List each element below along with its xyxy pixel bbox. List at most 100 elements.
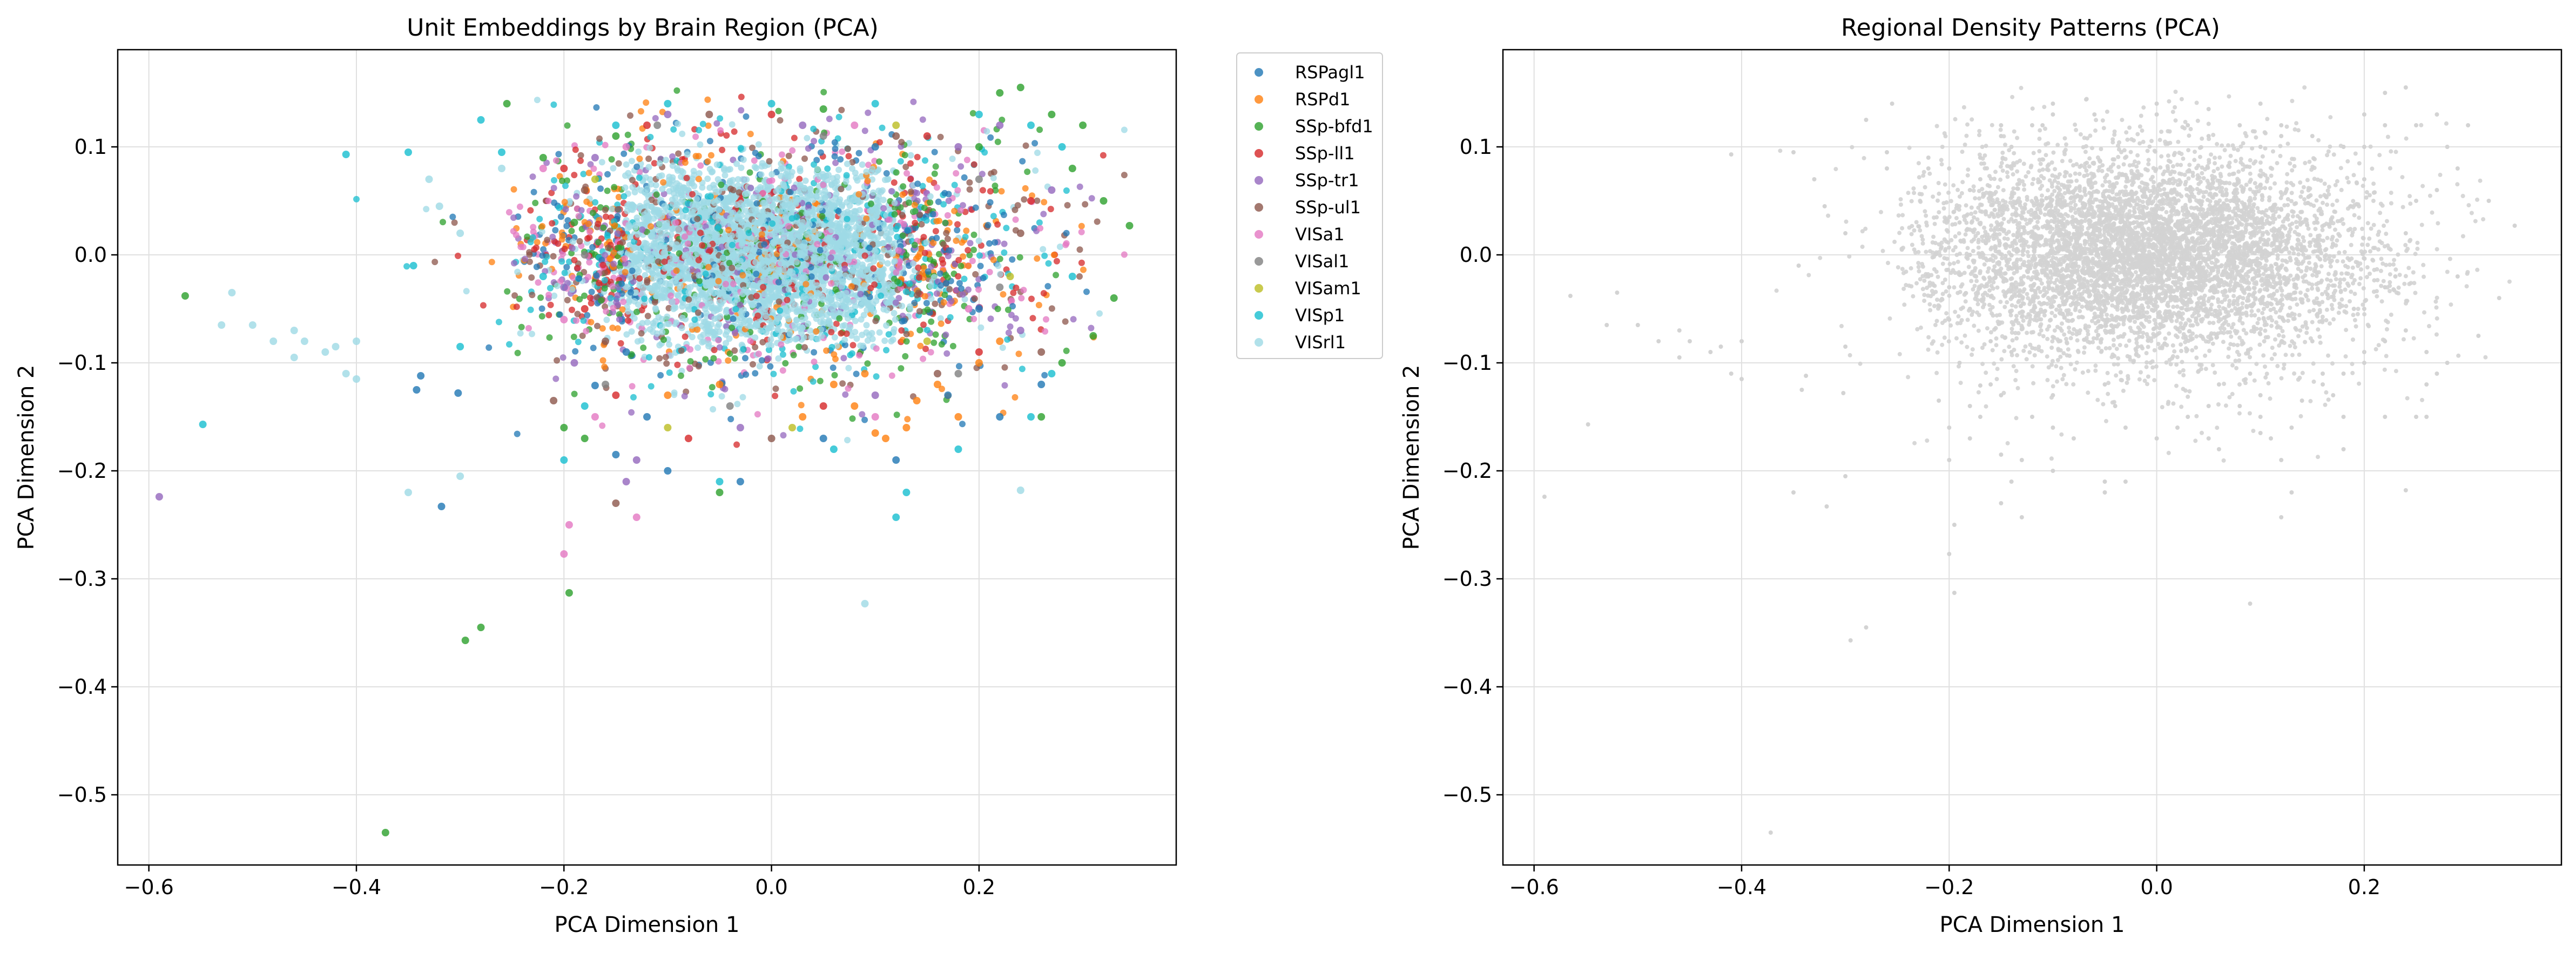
scatter-point: [561, 199, 568, 206]
scatter-point: [431, 259, 439, 266]
scatter-point: [589, 244, 596, 251]
scatter-point: [830, 309, 837, 316]
scatter-point: [716, 328, 723, 335]
scatter-point: [799, 325, 806, 332]
scatter-point: [963, 227, 970, 234]
scatter-point: [776, 238, 783, 245]
scatter-point: [711, 199, 718, 206]
scatter-point: [684, 266, 691, 273]
scatter-point: [878, 292, 884, 299]
scatter-point: [674, 361, 681, 368]
scatter-point: [907, 160, 914, 167]
scatter-point: [783, 272, 790, 279]
scatter-point: [648, 223, 654, 230]
scatter-point: [599, 325, 606, 332]
scatter-point: [732, 291, 739, 298]
scatter-point: [553, 157, 559, 164]
scatter-point: [907, 306, 914, 313]
scatter-point: [727, 185, 734, 192]
scatter-point: [1003, 225, 1010, 232]
scatter-point: [932, 300, 939, 307]
scatter-point: [611, 184, 618, 191]
scatter-point: [861, 127, 868, 134]
scatter-point: [651, 243, 658, 250]
scatter-point: [539, 252, 546, 259]
scatter-point: [556, 204, 563, 211]
scatter-point: [863, 168, 870, 175]
scatter-point: [673, 319, 680, 326]
scatter-point: [903, 338, 910, 345]
scatter-point: [737, 145, 744, 152]
scatter-point: [564, 296, 571, 303]
scatter-point: [941, 292, 948, 299]
scatter-point: [613, 299, 620, 306]
scatter-point: [790, 203, 797, 210]
scatter-point: [983, 128, 990, 135]
scatter-point: [873, 213, 880, 220]
scatter-point: [636, 174, 643, 181]
scatter-point: [734, 215, 741, 222]
scatter-point: [733, 441, 740, 448]
scatter-point: [1041, 199, 1048, 206]
scatter-point: [529, 173, 536, 180]
scatter-point: [1036, 126, 1043, 133]
scatter-point: [946, 286, 953, 293]
scatter-point: [929, 211, 936, 218]
scatter-point: [694, 215, 701, 222]
scatter-point: [859, 411, 866, 418]
scatter-point: [622, 184, 629, 191]
scatter-point: [804, 134, 811, 141]
scatter-point: [753, 271, 760, 278]
scatter-point: [807, 293, 814, 300]
scatter-point: [904, 416, 911, 423]
scatter-point: [927, 193, 934, 200]
scatter-point: [607, 295, 614, 302]
scatter-point: [710, 290, 717, 296]
scatter-point: [660, 179, 667, 186]
scatter-point: [872, 205, 879, 212]
scatter-point: [615, 244, 622, 251]
scatter-point: [1062, 318, 1069, 325]
scatter-point: [735, 264, 742, 271]
scatter-point: [673, 267, 680, 274]
scatter-point: [724, 328, 731, 335]
scatter-point: [753, 293, 760, 300]
scatter-point: [514, 268, 521, 275]
scatter-point: [774, 326, 781, 333]
scatter-point: [901, 152, 908, 159]
scatter-point: [1032, 167, 1039, 174]
scatter-point: [888, 188, 895, 195]
scatter-point: [916, 327, 923, 334]
scatter-point: [682, 207, 689, 214]
scatter-point: [844, 160, 851, 167]
scatter-point: [777, 117, 784, 124]
scatter-point: [938, 341, 945, 348]
scatter-point: [752, 150, 759, 157]
scatter-point: [888, 372, 895, 379]
scatter-point: [530, 224, 537, 231]
scatter-point: [956, 363, 962, 370]
scatter-point: [987, 134, 994, 141]
scatter-point: [662, 354, 669, 361]
scatter-point: [756, 363, 763, 370]
scatter-point: [861, 416, 868, 423]
scatter-point: [849, 415, 856, 422]
scatter-point: [743, 113, 750, 120]
scatter-point: [969, 110, 976, 117]
scatter-point: [849, 342, 857, 349]
scatter-point: [881, 337, 888, 344]
scatter-point: [932, 331, 939, 338]
scatter-point: [663, 360, 670, 367]
scatter-point: [827, 220, 834, 227]
scatter-point: [644, 209, 651, 215]
scatter-point: [951, 181, 958, 188]
scatter-point: [672, 204, 679, 211]
scatter-point: [722, 202, 729, 209]
scatter-point: [740, 307, 747, 314]
scatter-point: [880, 247, 887, 254]
scatter-point: [737, 232, 744, 239]
scatter-point: [640, 344, 647, 352]
scatter-point: [631, 298, 638, 305]
scatter-point: [697, 141, 704, 148]
scatter-point: [549, 233, 556, 240]
